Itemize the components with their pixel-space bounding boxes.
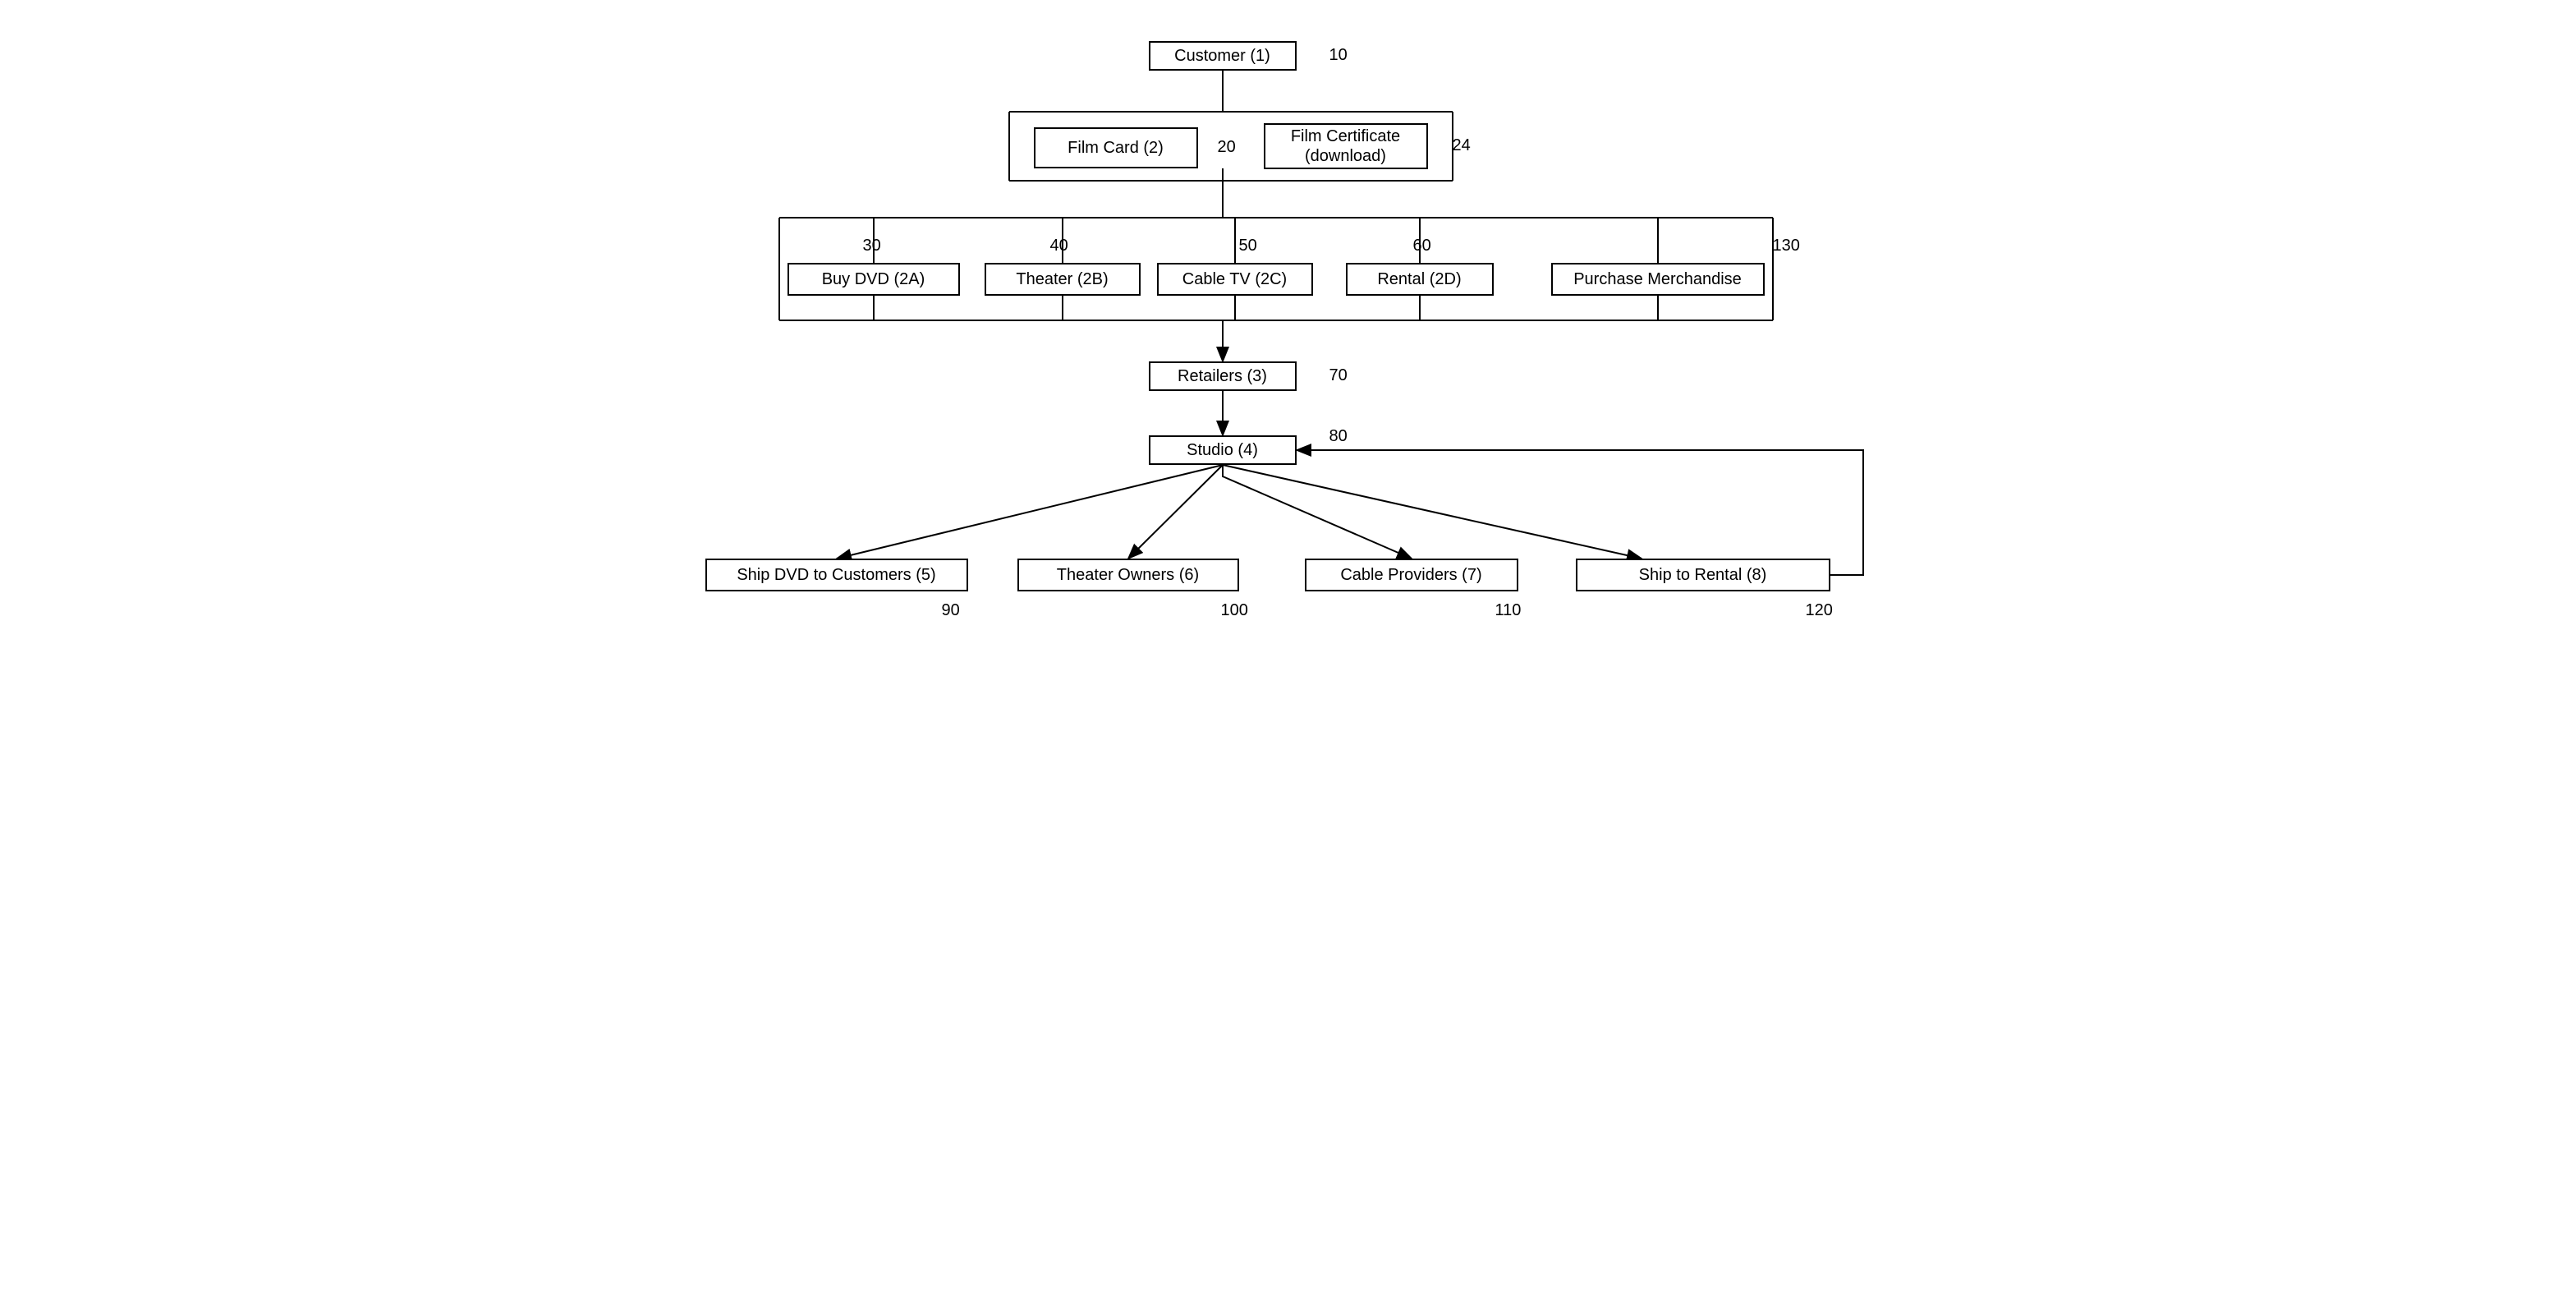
node-label: Theater (2B) <box>1016 269 1108 289</box>
node-label: Film Card (2) <box>1068 138 1164 158</box>
node-rental: Rental (2D) <box>1346 263 1494 296</box>
node-thowners: Theater Owners (6) <box>1017 559 1239 591</box>
node-filmcert: Film Certificate (download) <box>1264 123 1428 169</box>
ref-customer: 10 <box>1329 46 1348 65</box>
node-label: Cable TV (2C) <box>1182 269 1287 289</box>
ref-buydvd: 30 <box>863 237 881 255</box>
node-shiprental: Ship to Rental (8) <box>1576 559 1830 591</box>
node-label: Rental (2D) <box>1377 269 1461 289</box>
ref-cableprov: 110 <box>1495 601 1522 620</box>
node-shipdvd: Ship DVD to Customers (5) <box>705 559 968 591</box>
node-label: Retailers (3) <box>1178 366 1267 386</box>
node-label: Customer (1) <box>1174 46 1270 66</box>
ref-filmcard: 20 <box>1218 138 1236 157</box>
ref-shipdvd: 90 <box>942 601 960 620</box>
ref-theater: 40 <box>1050 237 1068 255</box>
node-label: Theater Owners (6) <box>1057 565 1199 585</box>
node-filmcard: Film Card (2) <box>1034 127 1198 168</box>
node-label: Purchase Merchandise <box>1573 269 1742 289</box>
flowchart-canvas: Customer (1) Film Card (2) Film Certific… <box>673 33 1904 657</box>
node-label: Film Certificate (download) <box>1272 126 1420 166</box>
ref-shiprental: 120 <box>1806 601 1833 620</box>
ref-rental: 60 <box>1413 237 1431 255</box>
ref-thowners: 100 <box>1221 601 1248 620</box>
ref-cabletv: 50 <box>1239 237 1257 255</box>
node-buydvd: Buy DVD (2A) <box>787 263 960 296</box>
node-theater: Theater (2B) <box>985 263 1141 296</box>
node-merch: Purchase Merchandise <box>1551 263 1765 296</box>
node-label: Ship to Rental (8) <box>1639 565 1767 585</box>
node-retailers: Retailers (3) <box>1149 361 1297 391</box>
node-customer: Customer (1) <box>1149 41 1297 71</box>
ref-retailers: 70 <box>1329 366 1348 385</box>
ref-filmcert: 24 <box>1453 136 1471 155</box>
node-label: Buy DVD (2A) <box>822 269 925 289</box>
node-label: Cable Providers (7) <box>1340 565 1481 585</box>
ref-studio: 80 <box>1329 427 1348 446</box>
node-studio: Studio (4) <box>1149 435 1297 465</box>
node-cabletv: Cable TV (2C) <box>1157 263 1313 296</box>
node-cableprov: Cable Providers (7) <box>1305 559 1518 591</box>
ref-merch: 130 <box>1773 237 1800 255</box>
node-label: Studio (4) <box>1187 440 1258 460</box>
node-label: Ship DVD to Customers (5) <box>737 565 935 585</box>
